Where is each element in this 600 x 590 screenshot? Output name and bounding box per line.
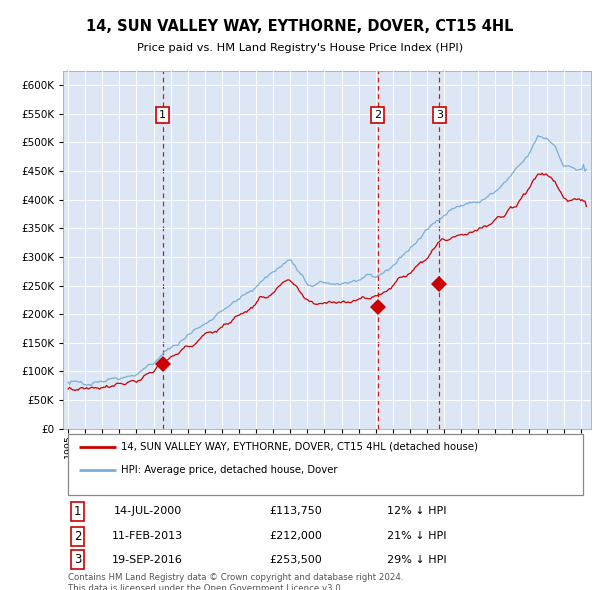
Text: HPI: Average price, detached house, Dover: HPI: Average price, detached house, Dove… <box>121 465 338 475</box>
Text: 14, SUN VALLEY WAY, EYTHORNE, DOVER, CT15 4HL (detached house): 14, SUN VALLEY WAY, EYTHORNE, DOVER, CT1… <box>121 442 478 451</box>
Text: 3: 3 <box>74 553 82 566</box>
Text: 3: 3 <box>436 110 443 120</box>
Text: 12% ↓ HPI: 12% ↓ HPI <box>387 506 446 516</box>
Text: 21% ↓ HPI: 21% ↓ HPI <box>387 531 446 541</box>
FancyBboxPatch shape <box>68 434 583 495</box>
Text: 2: 2 <box>74 530 82 543</box>
Text: 1: 1 <box>159 110 166 120</box>
Text: 14, SUN VALLEY WAY, EYTHORNE, DOVER, CT15 4HL: 14, SUN VALLEY WAY, EYTHORNE, DOVER, CT1… <box>86 19 514 34</box>
Text: 19-SEP-2016: 19-SEP-2016 <box>112 555 183 565</box>
Text: Price paid vs. HM Land Registry's House Price Index (HPI): Price paid vs. HM Land Registry's House … <box>137 44 463 53</box>
Text: 29% ↓ HPI: 29% ↓ HPI <box>387 555 446 565</box>
Text: £113,750: £113,750 <box>269 506 322 516</box>
Text: £212,000: £212,000 <box>269 531 322 541</box>
Text: Contains HM Land Registry data © Crown copyright and database right 2024.
This d: Contains HM Land Registry data © Crown c… <box>68 573 404 590</box>
Text: 11-FEB-2013: 11-FEB-2013 <box>112 531 183 541</box>
Text: 1: 1 <box>74 505 82 518</box>
Text: £253,500: £253,500 <box>269 555 322 565</box>
Text: 14-JUL-2000: 14-JUL-2000 <box>113 506 182 516</box>
Text: 2: 2 <box>374 110 382 120</box>
